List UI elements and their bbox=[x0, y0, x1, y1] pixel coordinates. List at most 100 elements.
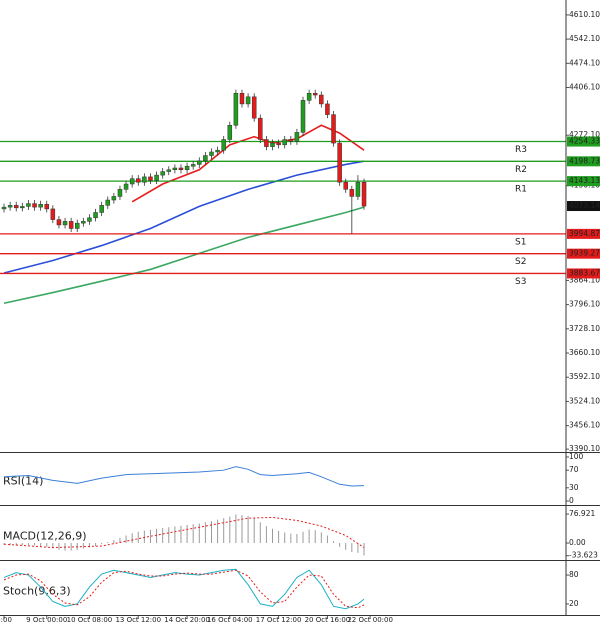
candle-body bbox=[56, 219, 62, 226]
y-tick-label: 30 bbox=[569, 483, 579, 492]
level-name: R3 bbox=[515, 145, 527, 155]
candle-body bbox=[117, 189, 123, 197]
candle-body bbox=[136, 178, 141, 183]
level-name: R2 bbox=[515, 165, 527, 175]
indicator-line bbox=[3, 568, 365, 610]
pane-title: RSI(14) bbox=[3, 475, 43, 488]
candle-body bbox=[221, 139, 226, 151]
last-price-tag bbox=[567, 201, 600, 212]
candle-body bbox=[251, 96, 257, 119]
pane-title: MACD(12,26,9) bbox=[3, 530, 87, 543]
x-tick-label: 10 Oct 08:00 bbox=[67, 616, 113, 624]
candle-body bbox=[154, 174, 159, 181]
level-name: S1 bbox=[515, 237, 526, 247]
indicator-line bbox=[3, 516, 365, 549]
candle-body bbox=[288, 139, 294, 142]
candle-body bbox=[74, 222, 80, 229]
last-price: 4073.14 bbox=[569, 201, 600, 210]
y-tick-label: 4474.10 bbox=[569, 58, 600, 67]
candle-body bbox=[203, 155, 208, 162]
candle-body bbox=[1, 206, 7, 210]
candle-body bbox=[99, 205, 104, 213]
candle-body bbox=[306, 92, 312, 101]
indicator-line bbox=[4, 466, 365, 487]
y-tick-label: 4542.10 bbox=[569, 34, 600, 43]
candle-body bbox=[245, 96, 251, 105]
y-tick-label: 80 bbox=[569, 570, 579, 579]
indicator-line bbox=[131, 124, 365, 203]
candle-body bbox=[233, 92, 239, 126]
level-tag bbox=[567, 268, 600, 279]
candle-body bbox=[148, 176, 153, 181]
candle-body bbox=[111, 196, 117, 201]
level-value: 4254.33 bbox=[569, 137, 600, 146]
y-tick-label: 3796.10 bbox=[569, 300, 600, 309]
level-value: 3939.27 bbox=[569, 249, 600, 258]
candle-body bbox=[294, 132, 300, 142]
indicator-line bbox=[3, 160, 365, 274]
y-tick-label: 70 bbox=[569, 465, 579, 474]
y-tick-label: 4406.10 bbox=[569, 83, 600, 92]
candle-body bbox=[319, 94, 324, 105]
candle-body bbox=[26, 203, 31, 207]
y-tick-label: 3390.10 bbox=[569, 444, 600, 453]
candle-body bbox=[68, 221, 74, 229]
y-tick-label: 3456.10 bbox=[569, 421, 600, 430]
candle-body bbox=[81, 221, 86, 224]
level-name: S2 bbox=[515, 257, 526, 267]
level-tag bbox=[567, 248, 600, 259]
candle-body bbox=[343, 181, 348, 190]
candle-body bbox=[20, 206, 25, 209]
candle-body bbox=[105, 199, 111, 206]
candle-body bbox=[264, 139, 269, 147]
candle-body bbox=[178, 167, 184, 171]
y-tick-label: 3660.10 bbox=[569, 348, 600, 357]
candle-body bbox=[7, 205, 13, 208]
level-name: R1 bbox=[515, 185, 527, 195]
indicator-line bbox=[3, 569, 365, 609]
level-value: 3994.87 bbox=[569, 229, 600, 238]
candle-body bbox=[44, 204, 49, 210]
x-tick-label: 22 Oct 00:00 bbox=[347, 616, 393, 624]
y-tick-label: 3864.10 bbox=[569, 275, 600, 284]
candle-body bbox=[142, 176, 147, 183]
candle-body bbox=[190, 164, 196, 167]
candle-body bbox=[172, 167, 178, 171]
x-tick-label: 14 Oct 20:00 bbox=[164, 616, 210, 624]
level-value: 3883.67 bbox=[569, 268, 600, 277]
x-tick-label: 17 Oct 12:00 bbox=[256, 616, 302, 624]
x-tick-label: 20 Oct 16:00 bbox=[305, 616, 351, 624]
candle-body bbox=[184, 165, 190, 171]
candle-body bbox=[276, 142, 281, 146]
x-tick-label: 9 Oct 00:00 bbox=[26, 616, 67, 624]
candle-body bbox=[160, 171, 165, 176]
candle-body bbox=[215, 149, 220, 153]
level-tag bbox=[567, 228, 600, 239]
candle-body bbox=[93, 212, 98, 219]
candle-body bbox=[50, 208, 56, 220]
candle-body bbox=[197, 160, 202, 165]
candle-body bbox=[123, 183, 129, 190]
y-tick-label: -33.623 bbox=[569, 551, 598, 560]
candle-body bbox=[349, 189, 355, 197]
x-tick-label: 16 Oct 04:00 bbox=[207, 616, 253, 624]
candle-body bbox=[258, 117, 263, 140]
candle-body bbox=[325, 103, 330, 115]
candle-body bbox=[227, 125, 233, 140]
candle-body bbox=[312, 92, 318, 96]
level-tag bbox=[567, 136, 600, 147]
y-tick-label: 0 bbox=[569, 496, 574, 505]
y-tick-label: 76.921 bbox=[569, 509, 595, 518]
level-value: 4143.13 bbox=[569, 176, 600, 185]
y-tick-label: 3592.10 bbox=[569, 372, 600, 381]
y-tick-label: 100 bbox=[569, 452, 584, 461]
y-tick-label: 4272.10 bbox=[569, 130, 600, 139]
level-tag bbox=[567, 176, 600, 187]
y-tick-label: 3728.10 bbox=[569, 324, 600, 333]
candle-body bbox=[270, 142, 275, 147]
candle-body bbox=[87, 217, 92, 222]
x-tick-label: 6:00 bbox=[0, 616, 12, 624]
candle-body bbox=[337, 142, 342, 183]
